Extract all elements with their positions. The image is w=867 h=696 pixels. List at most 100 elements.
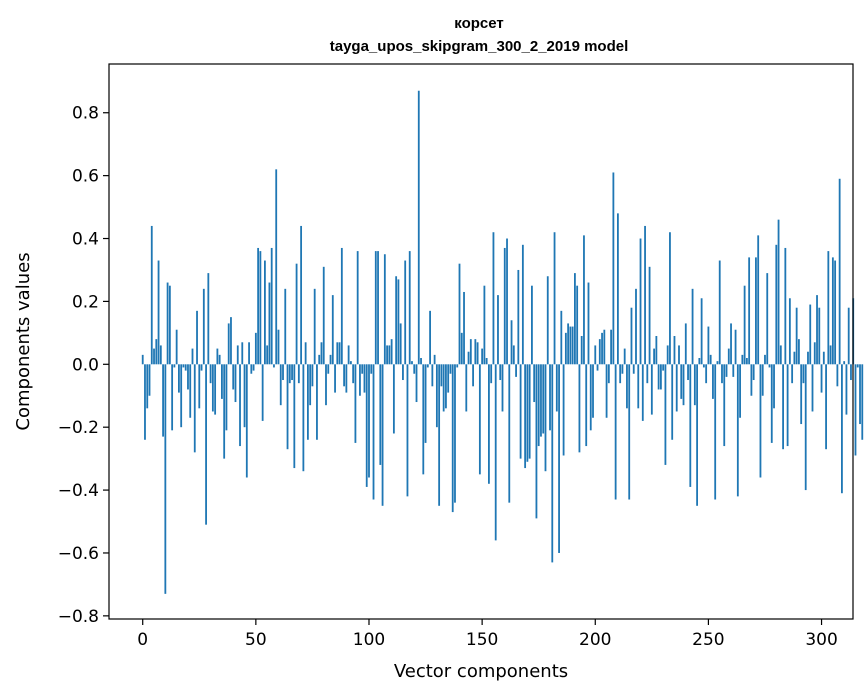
bar-199 [592, 364, 594, 418]
bar-75 [311, 364, 314, 387]
y-tick-label-3: −0.2 [58, 418, 99, 438]
bar-236 [675, 364, 678, 412]
bar-195 [583, 235, 585, 365]
bar-215 [628, 364, 631, 500]
bar-239 [682, 364, 685, 406]
bar-299 [818, 307, 821, 365]
bar-277 [768, 364, 771, 368]
bar-110 [390, 339, 393, 365]
bar-24 [196, 310, 198, 365]
bar-279 [773, 364, 775, 409]
bar-253 [714, 364, 717, 500]
bar-14 [173, 364, 176, 368]
bar-80 [322, 266, 325, 365]
bar-86 [336, 342, 339, 365]
bar-34 [218, 354, 221, 365]
bar-5 [153, 348, 155, 365]
bar-72 [304, 342, 307, 365]
bar-197 [587, 282, 590, 365]
bar-255 [718, 260, 721, 365]
bar-163 [510, 320, 513, 365]
bar-18 [182, 364, 185, 368]
bar-162 [508, 364, 511, 503]
bar-187 [564, 332, 567, 365]
bar-248 [702, 364, 705, 368]
bar-100 [368, 364, 370, 478]
bar-233 [669, 232, 671, 365]
bar-99 [365, 364, 368, 487]
bar-309 [841, 364, 843, 494]
bar-44 [241, 342, 244, 365]
bar-203 [601, 332, 603, 365]
bar-148 [476, 342, 479, 365]
bar-96 [359, 364, 361, 396]
bar-226 [653, 348, 656, 365]
bar-135 [447, 364, 450, 393]
bar-232 [666, 345, 669, 365]
bar-202 [598, 339, 601, 365]
x-tick-label-5: 250 [692, 630, 724, 650]
bar-29 [207, 273, 210, 365]
bar-115 [402, 364, 404, 381]
bar-174 [535, 364, 538, 519]
y-tick-label-8: 0.8 [72, 104, 99, 124]
x-tick-label-1: 50 [245, 630, 267, 650]
x-tick-label-4: 200 [579, 630, 611, 650]
bar-84 [331, 295, 334, 365]
bar-304 [829, 345, 832, 365]
bar-244 [693, 364, 696, 406]
bar-291 [800, 364, 803, 425]
plot-frame [108, 63, 854, 620]
bar-183 [555, 364, 558, 412]
y-tick-label-6: 0.4 [72, 230, 99, 250]
bar-25 [198, 364, 201, 409]
bar-23 [193, 364, 196, 453]
bar-171 [528, 364, 531, 459]
bar-189 [569, 326, 572, 365]
bar-0 [141, 354, 144, 365]
x-tick-label-3: 150 [466, 630, 498, 650]
bar-13 [171, 364, 174, 431]
bar-157 [497, 295, 499, 365]
bar-211 [619, 364, 622, 384]
bar-170 [526, 364, 529, 462]
bar-32 [214, 364, 217, 415]
bar-12 [168, 285, 171, 365]
bar-28 [205, 364, 207, 525]
bar-51 [257, 247, 260, 365]
bar-234 [671, 364, 674, 440]
bar-91 [347, 345, 350, 365]
bar-201 [596, 364, 599, 371]
bar-67 [293, 364, 296, 469]
bar-294 [807, 351, 809, 365]
bar-142 [463, 291, 465, 365]
bar-252 [712, 364, 714, 399]
bar-122 [417, 90, 420, 365]
bar-169 [524, 364, 527, 469]
bar-128 [431, 364, 434, 387]
bar-186 [562, 364, 565, 456]
bar-315 [854, 364, 857, 456]
bar-59 [275, 169, 278, 365]
bar-249 [705, 364, 708, 384]
bar-173 [533, 364, 536, 403]
bar-138 [454, 364, 456, 503]
bar-308 [838, 178, 841, 365]
bar-167 [519, 364, 522, 459]
y-tick-label-7: 0.6 [72, 167, 99, 187]
bar-257 [723, 364, 726, 447]
bar-36 [223, 364, 226, 459]
bar-19 [184, 364, 187, 371]
bar-71 [302, 364, 305, 472]
bar-164 [512, 345, 515, 365]
bar-317 [859, 364, 861, 425]
bar-287 [791, 364, 794, 384]
bar-198 [589, 364, 592, 431]
bar-140 [458, 263, 461, 365]
bar-222 [644, 225, 646, 365]
bar-136 [449, 364, 452, 374]
bar-62 [282, 364, 284, 381]
bar-288 [793, 351, 796, 365]
bar-35 [221, 364, 223, 399]
